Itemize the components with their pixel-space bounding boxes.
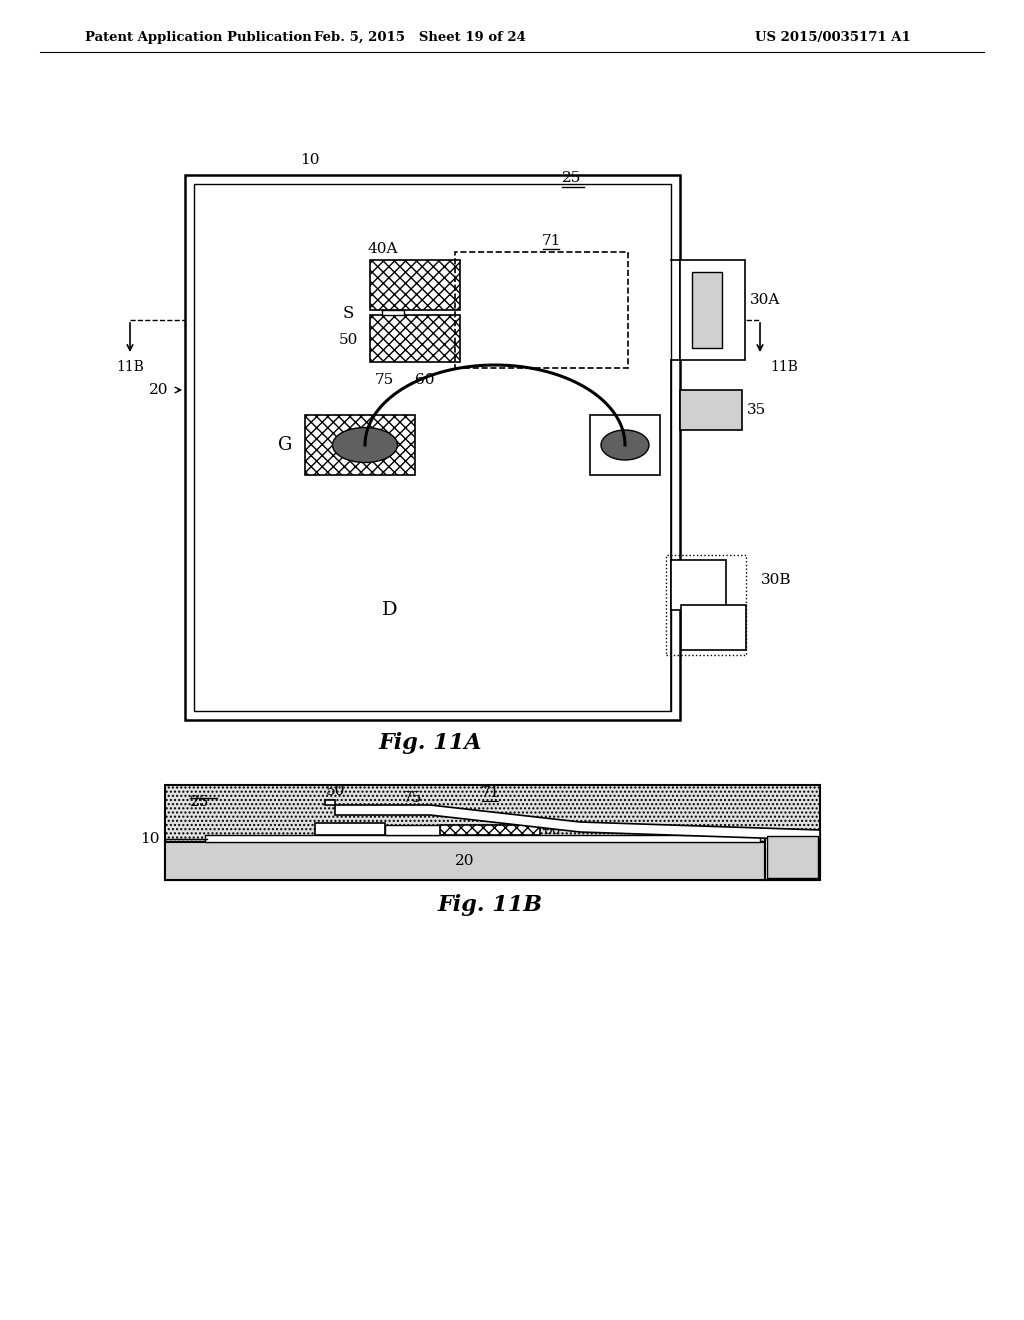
Text: 71: 71 bbox=[480, 785, 500, 800]
Text: 11B: 11B bbox=[770, 360, 798, 374]
Text: 75: 75 bbox=[375, 374, 394, 387]
Text: 60: 60 bbox=[543, 822, 560, 837]
Bar bbox=[692, 272, 722, 348]
Text: Fig. 11B: Fig. 11B bbox=[437, 894, 543, 916]
Text: 10: 10 bbox=[300, 153, 319, 168]
Text: Fig. 11A: Fig. 11A bbox=[378, 733, 481, 754]
Bar bbox=[681, 605, 746, 649]
Bar bbox=[767, 836, 818, 878]
Bar bbox=[680, 260, 745, 360]
Text: 20: 20 bbox=[456, 854, 475, 869]
Text: 71: 71 bbox=[542, 234, 561, 248]
Bar bbox=[440, 825, 540, 836]
Bar bbox=[671, 560, 726, 610]
Polygon shape bbox=[325, 800, 820, 840]
Bar bbox=[305, 414, 415, 475]
Text: 75: 75 bbox=[402, 791, 422, 805]
Text: 60: 60 bbox=[415, 374, 434, 387]
Bar bbox=[315, 822, 385, 836]
Bar bbox=[385, 825, 440, 836]
Text: 11B: 11B bbox=[116, 360, 144, 374]
Bar bbox=[185, 176, 680, 719]
Text: 50: 50 bbox=[326, 784, 345, 799]
Text: 35: 35 bbox=[746, 403, 766, 417]
Text: 30A: 30A bbox=[779, 854, 805, 867]
Bar bbox=[165, 842, 765, 880]
Text: 30A: 30A bbox=[750, 293, 780, 308]
Bar bbox=[370, 260, 460, 310]
Bar bbox=[194, 183, 671, 711]
Text: 10: 10 bbox=[140, 832, 160, 846]
Text: G: G bbox=[278, 436, 292, 454]
Text: Feb. 5, 2015   Sheet 19 of 24: Feb. 5, 2015 Sheet 19 of 24 bbox=[314, 30, 526, 44]
Text: 25: 25 bbox=[562, 172, 582, 185]
Bar bbox=[765, 834, 820, 880]
Ellipse shape bbox=[601, 430, 649, 459]
Bar bbox=[205, 836, 760, 842]
Bar bbox=[370, 315, 460, 362]
Text: 25: 25 bbox=[190, 795, 209, 809]
Bar bbox=[165, 785, 820, 880]
Bar bbox=[590, 414, 660, 475]
Text: S: S bbox=[342, 305, 353, 322]
Text: Patent Application Publication: Patent Application Publication bbox=[85, 30, 311, 44]
Text: 50: 50 bbox=[338, 333, 357, 347]
Text: 30B: 30B bbox=[761, 573, 792, 587]
Ellipse shape bbox=[333, 428, 397, 462]
Bar bbox=[455, 252, 628, 368]
Text: 40A: 40A bbox=[368, 242, 398, 256]
Bar bbox=[382, 310, 404, 315]
Bar bbox=[666, 554, 746, 655]
Text: 20: 20 bbox=[148, 383, 168, 397]
Text: D: D bbox=[382, 601, 397, 619]
Bar bbox=[680, 389, 742, 430]
Text: US 2015/0035171 A1: US 2015/0035171 A1 bbox=[755, 30, 910, 44]
